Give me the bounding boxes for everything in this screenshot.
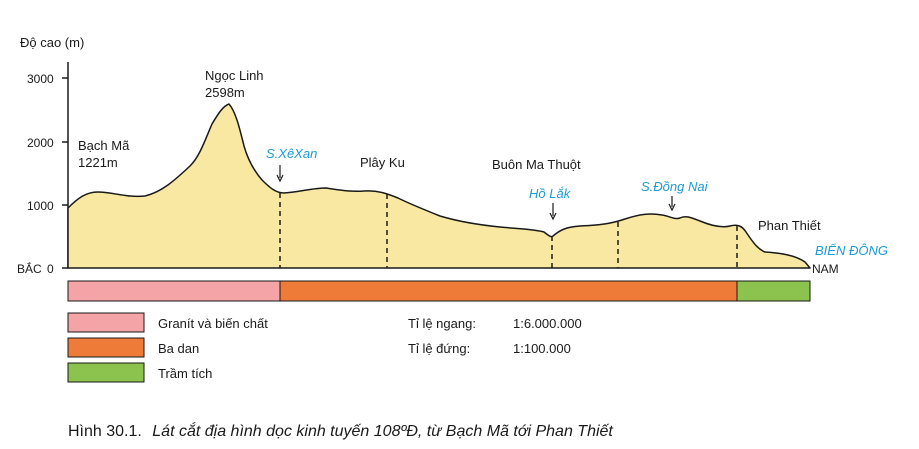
label-buon-ma-thuot: Buôn Ma Thuột <box>492 157 581 172</box>
scale-horizontal-label: Tỉ lệ ngang: <box>408 316 476 331</box>
legend-label-granite: Granít và biến chất <box>158 316 268 331</box>
caption-number: Hình 30.1. <box>68 423 142 440</box>
scale-horizontal-value: 1:6.000.000 <box>513 316 582 331</box>
north-label: BẮC <box>17 261 42 276</box>
tick-label-1000: 1000 <box>27 199 54 213</box>
legend-swatch-basalt <box>67 337 145 358</box>
terrain-profile <box>67 103 811 269</box>
arrow-head-xexan <box>276 174 284 183</box>
legend-swatch-granite <box>67 312 145 333</box>
geology-bar-sediment <box>736 280 811 302</box>
legend-label-sediment: Trầm tích <box>158 366 212 381</box>
geology-bar-granite <box>67 280 281 302</box>
label-dong-nai: S.Đồng Nai <box>641 179 709 194</box>
tick-label-3000: 3000 <box>27 72 54 86</box>
label-xe-xan: S.XêXan <box>266 146 317 161</box>
scale-vertical-value: 1:100.000 <box>513 341 571 356</box>
caption-text: Lát cắt địa hình dọc kinh tuyến 108ºĐ, t… <box>152 421 613 440</box>
arrow-head-dongnai <box>668 203 676 212</box>
label-bach-ma-height: 1221m <box>78 155 118 170</box>
label-bien-dong: BIỂN ĐÔNG <box>815 243 888 258</box>
figure-caption: Hình 30.1. Lát cắt địa hình dọc kinh tuy… <box>68 421 613 440</box>
tick-label-2000: 2000 <box>27 136 54 150</box>
y-axis-label: Độ cao (m) <box>20 35 84 50</box>
label-bach-ma: Bạch Mã <box>78 138 130 153</box>
tick-label-0: 0 <box>47 262 54 276</box>
label-ho-lak: Hồ Lắk <box>529 186 572 201</box>
label-ngoc-linh-height: 2598m <box>205 85 245 100</box>
south-label: NAM <box>812 262 839 276</box>
arrow-head-holak <box>549 212 557 221</box>
scale-vertical-label: Tỉ lệ đứng: <box>408 341 470 356</box>
label-play-ku: Plây Ku <box>360 155 405 170</box>
label-ngoc-linh: Ngọc Linh <box>205 68 264 83</box>
label-phan-thiet: Phan Thiết <box>758 218 821 233</box>
geology-bar-basalt <box>279 280 738 302</box>
legend-swatch-sediment <box>67 362 145 383</box>
legend-label-basalt: Ba dan <box>158 341 199 356</box>
